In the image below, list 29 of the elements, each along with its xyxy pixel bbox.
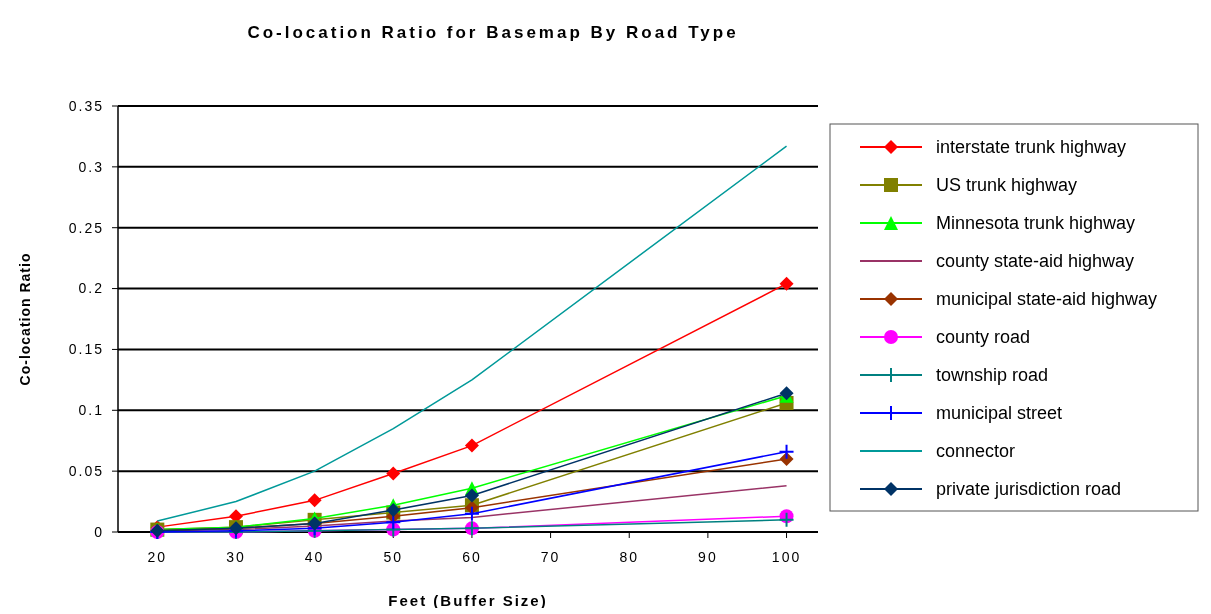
y-tick-label: 0.25 [68, 219, 104, 236]
y-tick-label: 0.05 [68, 463, 104, 480]
y-tick-label: 0.3 [78, 158, 104, 175]
y-tick-label: 0.1 [78, 402, 104, 419]
legend-label: county state-aid highway [936, 251, 1135, 272]
y-tick-label: 0 [94, 523, 104, 540]
legend-label: township road [936, 365, 1049, 386]
legend-label: US trunk highway [936, 175, 1078, 196]
legend-label: municipal street [936, 403, 1063, 424]
legend-label: interstate trunk highway [936, 137, 1127, 158]
y-tick-label: 0.35 [68, 97, 104, 114]
x-tick-label: 40 [304, 549, 325, 565]
x-tick-label: 60 [462, 549, 482, 565]
chart-title: Co-location Ratio for Basemap By Road Type [247, 23, 739, 42]
x-tick-label: 70 [540, 549, 561, 565]
y-axis-title: Co-location Ratio [17, 252, 33, 386]
legend-label: municipal state-aid highway [936, 289, 1158, 310]
x-tick-label: 20 [147, 549, 168, 565]
x-tick-label: 80 [619, 549, 640, 565]
legend-label: county road [936, 327, 1031, 348]
x-tick-label: 30 [226, 549, 246, 565]
legend-label: connector [936, 441, 1016, 462]
legend-label: private jurisdiction road [936, 479, 1122, 500]
y-tick-label: 0.15 [68, 341, 104, 358]
legend-label: Minnesota trunk highway [936, 213, 1136, 234]
x-tick-label: 50 [383, 549, 404, 565]
x-tick-label: 90 [698, 549, 718, 565]
x-tick-label: 100 [771, 549, 802, 565]
y-tick-label: 0.2 [78, 280, 104, 297]
